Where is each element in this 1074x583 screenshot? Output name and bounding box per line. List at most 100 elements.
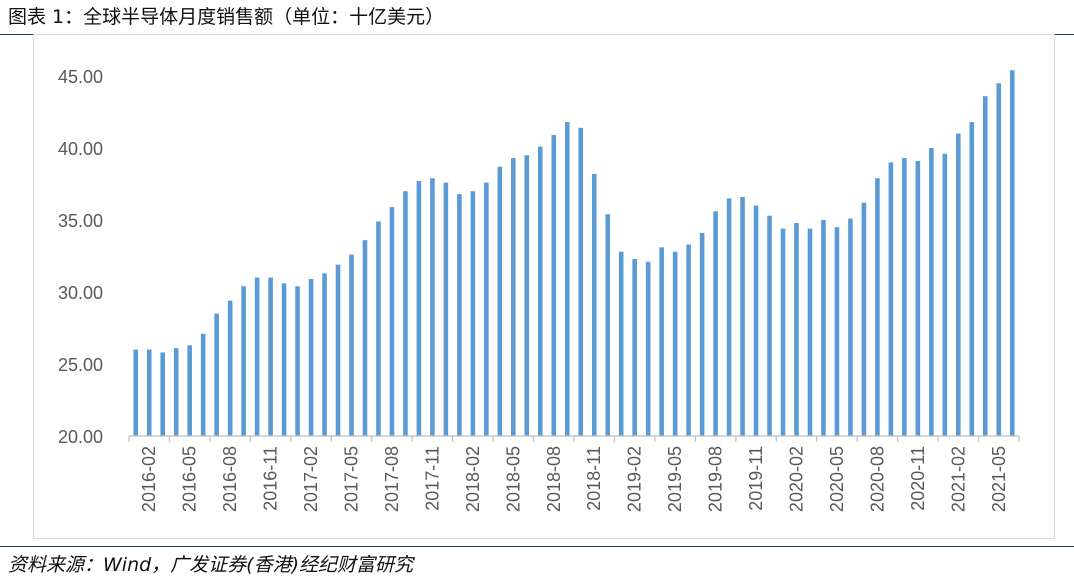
bar — [794, 222, 799, 436]
bar — [443, 182, 449, 436]
x-tick-label: 2017-08 — [382, 446, 402, 512]
x-tick-label: 2016-08 — [220, 446, 240, 512]
y-tick-label: 20.00 — [58, 427, 103, 447]
chart-area: 20.00 25.00 30.00 35.00 40.00 45.00 2016-02 20… — [33, 34, 1055, 539]
bar — [618, 251, 624, 436]
bar — [645, 261, 651, 436]
bar — [403, 191, 408, 436]
bar — [133, 349, 139, 436]
x-tick-label: 2020-08 — [867, 446, 887, 512]
bar — [996, 83, 1002, 436]
bar — [457, 194, 462, 436]
x-tick-label: 2018-11 — [584, 446, 604, 511]
bar — [335, 264, 341, 436]
bar — [349, 254, 354, 436]
bar — [564, 122, 570, 436]
bottom-rule — [0, 546, 1074, 547]
bar — [578, 127, 584, 436]
bar — [915, 160, 921, 436]
bar — [982, 96, 988, 436]
bar — [537, 146, 543, 436]
x-tick-label: 2017-05 — [342, 446, 362, 512]
bar — [214, 313, 219, 436]
bar — [362, 240, 368, 436]
bar — [848, 218, 853, 436]
bar — [1009, 70, 1015, 437]
bar — [187, 345, 192, 436]
x-tick-label: 2020-02 — [787, 446, 807, 512]
x-tick-label: 2018-02 — [463, 446, 483, 512]
bar — [295, 286, 300, 436]
bar — [551, 135, 557, 436]
bar — [241, 286, 246, 436]
bar — [969, 122, 975, 436]
bar — [200, 333, 206, 436]
bar — [861, 202, 867, 436]
x-tick-label: 2017-11 — [422, 446, 442, 511]
bar — [511, 158, 516, 436]
bar — [160, 352, 166, 436]
bar — [308, 279, 314, 436]
bar — [659, 247, 664, 436]
y-tick-label: 30.00 — [58, 283, 103, 303]
source-note: 资料来源：Wind，广发证券(香港)经纪财富研究 — [8, 554, 413, 576]
bar — [484, 182, 489, 436]
bar — [173, 348, 179, 436]
bar — [753, 205, 759, 436]
figure-title: 图表 1：全球半导体月度销售额（单位：十亿美元） — [8, 6, 445, 28]
y-tick-label: 25.00 — [58, 355, 103, 375]
x-tick-label: 2020-05 — [827, 446, 847, 512]
bar — [726, 198, 732, 436]
x-tick-label: 2020-11 — [908, 446, 928, 511]
x-tick-label: 2018-08 — [544, 446, 564, 512]
x-tick-label: 2019-02 — [625, 446, 645, 512]
bar — [430, 178, 435, 437]
x-tick-label: 2019-05 — [665, 446, 685, 512]
bar — [254, 277, 260, 436]
y-tick-label: 40.00 — [58, 139, 103, 159]
bar — [591, 173, 597, 437]
x-axis-tick-labels: 2016-02 2016-05 2016-08 2016-11 2017-02 2017-… — [139, 446, 1009, 512]
x-tick-label: 2016-11 — [261, 446, 281, 511]
y-tick-label: 35.00 — [58, 211, 103, 231]
x-tick-label: 2021-02 — [948, 446, 968, 512]
bar — [322, 273, 327, 436]
bar — [376, 221, 381, 436]
bar — [672, 251, 678, 436]
bar — [767, 215, 772, 436]
bar — [524, 155, 530, 436]
bar — [929, 148, 934, 436]
bar — [281, 283, 287, 436]
bar — [686, 244, 691, 436]
bar — [268, 277, 273, 436]
bar — [389, 207, 395, 436]
bar — [875, 178, 880, 437]
x-tick-label: 2017-02 — [301, 446, 321, 512]
x-tick-label: 2019-11 — [746, 446, 766, 511]
bar — [834, 227, 840, 436]
bar — [713, 211, 718, 436]
x-tick-label: 2016-05 — [180, 446, 200, 512]
bar-series — [133, 70, 1015, 437]
bar — [416, 181, 422, 436]
bar — [632, 258, 637, 436]
x-axis-ticks — [128, 436, 1020, 442]
bar — [780, 228, 786, 436]
bar — [605, 214, 611, 436]
bar — [942, 153, 948, 436]
y-axis-tick-labels: 20.00 25.00 30.00 35.00 40.00 45.00 — [58, 67, 103, 447]
bar — [699, 232, 705, 436]
bar — [821, 220, 826, 436]
bar — [470, 191, 476, 436]
bar — [146, 349, 152, 436]
x-tick-label: 2021-05 — [989, 446, 1009, 512]
bar — [807, 228, 813, 436]
bar — [888, 162, 894, 436]
y-tick-label: 45.00 — [58, 67, 103, 87]
x-tick-label: 2016-02 — [139, 446, 159, 512]
bar — [497, 166, 503, 436]
bar — [956, 133, 961, 436]
x-tick-label: 2019-08 — [706, 446, 726, 512]
bar — [227, 300, 233, 436]
